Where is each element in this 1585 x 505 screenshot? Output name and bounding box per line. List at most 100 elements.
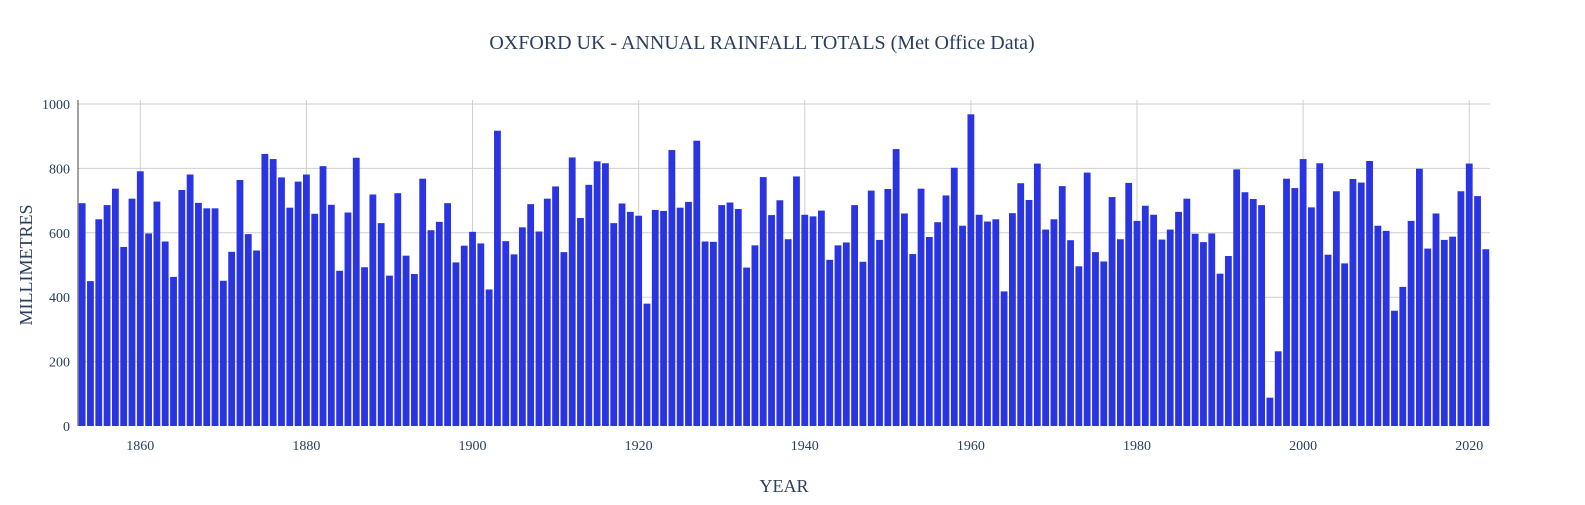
- bar-1983: [1158, 239, 1166, 426]
- bar-1952: [901, 213, 908, 426]
- x-tick-label: 1960: [957, 439, 985, 454]
- bar-1903: [494, 130, 501, 426]
- bar-1951: [892, 149, 900, 426]
- bar-1971: [1058, 186, 1066, 426]
- bar-1980: [1133, 220, 1141, 426]
- bar-1934: [751, 245, 759, 426]
- bar-1868: [203, 208, 211, 426]
- bar-2017: [1440, 239, 1448, 426]
- bar-1932: [734, 208, 742, 426]
- bar-1968: [1033, 163, 1041, 426]
- bar-1876: [269, 159, 277, 426]
- bar-1939: [793, 176, 800, 426]
- bar-1957: [942, 195, 950, 426]
- bar-1895: [427, 230, 435, 426]
- bar-1874: [253, 250, 260, 426]
- bar-1961: [975, 214, 983, 426]
- bar-1982: [1150, 214, 1158, 426]
- x-tick-label: 2020: [1455, 439, 1483, 454]
- bar-1944: [834, 245, 842, 426]
- bar-1873: [244, 234, 252, 426]
- bar-1925: [676, 207, 684, 426]
- bar-1919: [626, 211, 634, 426]
- bar-1922: [651, 209, 659, 426]
- bar-1958: [950, 167, 958, 427]
- bar-1912: [568, 157, 576, 426]
- bar-2014: [1415, 168, 1423, 427]
- bar-1872: [236, 179, 244, 426]
- bar-1877: [278, 177, 285, 426]
- bar-1860: [136, 171, 144, 426]
- bar-1930: [718, 205, 726, 426]
- bar-1969: [1042, 229, 1050, 426]
- bar-1931: [726, 202, 734, 426]
- bar-1853: [78, 203, 86, 426]
- bar-1906: [518, 227, 526, 426]
- bar-1959: [959, 225, 966, 426]
- bar-1974: [1083, 172, 1091, 426]
- bar-2007: [1357, 182, 1365, 426]
- bar-1975: [1092, 252, 1099, 426]
- bar-1989: [1208, 233, 1216, 426]
- bar-1977: [1108, 197, 1116, 426]
- bar-2015: [1424, 248, 1432, 426]
- bar-1892: [402, 255, 410, 426]
- bar-1943: [826, 259, 834, 426]
- bar-2020: [1465, 163, 1473, 426]
- bar-1967: [1025, 199, 1033, 426]
- bar-2018: [1449, 236, 1457, 426]
- x-tick-label: 1940: [791, 439, 819, 454]
- bar-1890: [386, 275, 393, 426]
- bar-1976: [1100, 261, 1108, 426]
- bar-2005: [1341, 263, 1349, 426]
- y-tick-label: 1000: [42, 98, 70, 113]
- bar-1891: [394, 193, 402, 426]
- bar-1859: [128, 198, 136, 426]
- bar-1883: [327, 204, 335, 426]
- bar-1927: [693, 140, 701, 426]
- bar-2001: [1308, 207, 1315, 426]
- y-tick-label: 400: [49, 291, 70, 306]
- bar-1992: [1233, 169, 1241, 426]
- chart-title: OXFORD UK - ANNUAL RAINFALL TOTALS (Met …: [489, 32, 1034, 54]
- bar-1910: [552, 186, 559, 426]
- bar-1949: [876, 239, 883, 426]
- bar-1869: [211, 208, 219, 426]
- bar-1981: [1141, 205, 1149, 426]
- bar-1995: [1258, 205, 1265, 426]
- bar-1894: [419, 178, 427, 426]
- bar-1916: [602, 163, 609, 427]
- bar-1964: [1000, 291, 1008, 426]
- bar-1941: [809, 216, 817, 426]
- bar-1858: [120, 246, 128, 426]
- bar-1900: [469, 231, 476, 426]
- bar-1871: [228, 251, 236, 426]
- bar-1950: [884, 189, 892, 426]
- bar-1993: [1241, 192, 1249, 426]
- bar-1979: [1125, 182, 1133, 426]
- bar-2000: [1299, 159, 1307, 426]
- bar-1911: [560, 252, 568, 426]
- bar-1909: [543, 198, 551, 426]
- bar-2008: [1366, 160, 1373, 426]
- bar-1928: [701, 241, 709, 426]
- bar-1885: [344, 212, 352, 426]
- y-tick-label: 200: [49, 356, 70, 371]
- x-tick-label: 1900: [459, 439, 487, 454]
- bar-1955: [925, 236, 933, 426]
- bar-1887: [361, 267, 368, 426]
- bar-1917: [610, 223, 618, 426]
- bar-1857: [111, 188, 119, 426]
- bar-1984: [1166, 229, 1174, 426]
- bar-1899: [460, 245, 468, 426]
- bar-1962: [984, 221, 991, 426]
- bar-1999: [1291, 188, 1299, 426]
- bar-1985: [1175, 211, 1182, 426]
- bar-1884: [336, 270, 344, 426]
- bar-1920: [635, 215, 643, 426]
- bar-1960: [967, 114, 975, 426]
- bar-1937: [776, 200, 784, 426]
- bar-1902: [485, 289, 493, 426]
- bar-1990: [1216, 273, 1224, 426]
